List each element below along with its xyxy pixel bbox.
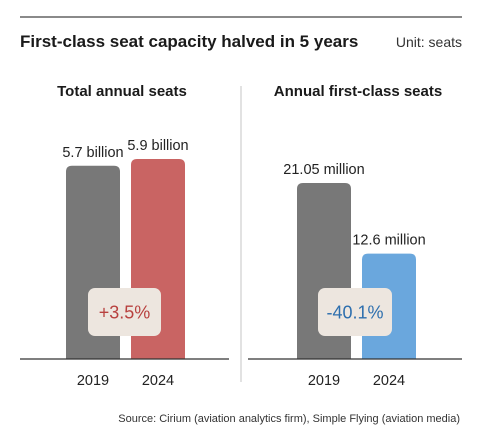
x-tick-label: 2024 xyxy=(373,373,405,389)
panel-title: Annual first-class seats xyxy=(274,83,442,100)
panel-title: Total annual seats xyxy=(57,83,187,100)
x-tick-label: 2019 xyxy=(308,373,340,389)
x-tick-label: 2019 xyxy=(77,373,109,389)
value-label: 21.05 million xyxy=(283,162,364,178)
value-label: 5.7 billion xyxy=(62,145,123,161)
value-label: 12.6 million xyxy=(352,233,425,249)
change-label: -40.1% xyxy=(326,303,383,323)
change-badge xyxy=(318,288,392,336)
x-tick-label: 2024 xyxy=(142,373,174,389)
chart-title: First-class seat capacity halved in 5 ye… xyxy=(20,32,358,51)
change-label: +3.5% xyxy=(99,303,151,323)
unit-label: Unit: seats xyxy=(396,34,462,50)
value-label: 5.9 billion xyxy=(127,138,188,154)
source-note: Source: Cirium (aviation analytics firm)… xyxy=(118,413,460,425)
change-badge xyxy=(88,288,161,336)
